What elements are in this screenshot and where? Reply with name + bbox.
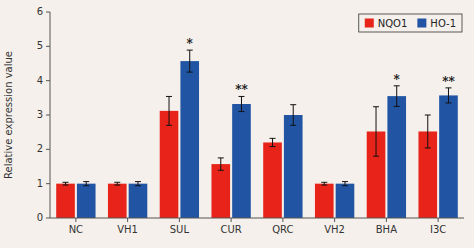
bar (56, 184, 75, 218)
bar (263, 142, 282, 218)
error-bar (83, 182, 89, 186)
y-tick (46, 183, 50, 184)
error-bar (321, 182, 327, 185)
x-tick (179, 218, 180, 222)
error-bar (135, 182, 141, 186)
x-tick (386, 218, 387, 222)
significance-label: * (187, 37, 194, 51)
error-bar (445, 88, 451, 103)
y-tick-label: 6 (37, 6, 43, 17)
x-tick (231, 218, 232, 222)
error-bar (342, 182, 348, 186)
bar (336, 184, 355, 218)
bar (160, 111, 179, 218)
error-bar (270, 138, 276, 146)
plot-area (56, 50, 458, 218)
legend-label: HO-1 (430, 18, 456, 29)
x-tick-label: NC (69, 224, 83, 235)
bar (77, 184, 96, 218)
x-tick (75, 218, 76, 222)
legend-swatch (365, 19, 374, 28)
y-tick-label: 4 (37, 75, 43, 86)
x-tick-label: QRC (272, 224, 293, 235)
significance-label: ** (235, 83, 248, 97)
x-tick (127, 218, 128, 222)
y-tick (46, 149, 50, 150)
bar (180, 61, 199, 218)
x-axis-line (50, 218, 464, 219)
chart-svg: 0 1 2 3 4 5 6 Relative expression value NC VH1 SUL… (0, 0, 474, 248)
y-tick (46, 218, 50, 219)
error-bar (187, 50, 193, 72)
error-bar (394, 86, 400, 107)
x-tick (282, 218, 283, 222)
x-tick-label: CUR (221, 224, 242, 235)
y-tick (46, 12, 50, 13)
x-tick-label: VH1 (117, 224, 138, 235)
error-bar (425, 115, 431, 148)
y-tick (46, 80, 50, 81)
error-bar (114, 182, 120, 185)
legend-swatch (417, 19, 426, 28)
error-bar (373, 107, 379, 156)
y-tick-label: 5 (37, 40, 43, 51)
x-tick-label: VH2 (324, 224, 345, 235)
y-tick (46, 46, 50, 47)
x-tick (334, 218, 335, 222)
y-tick-label: 3 (37, 109, 43, 120)
y-tick-label: 2 (37, 143, 43, 154)
bar (439, 95, 458, 218)
y-axis-line (50, 12, 51, 218)
legend-label: NQO1 (378, 18, 408, 29)
y-tick-label: 1 (37, 178, 43, 189)
y-tick-label: 0 (37, 212, 43, 223)
bar (387, 96, 406, 218)
bar (129, 184, 148, 218)
error-bar (218, 158, 224, 170)
x-tick-label: SUL (170, 224, 190, 235)
bar (232, 104, 251, 218)
bar (108, 184, 127, 218)
error-bar (166, 96, 172, 125)
chart-container: 0 1 2 3 4 5 6 Relative expression value NC VH1 SUL… (0, 0, 474, 248)
error-bar (238, 96, 244, 111)
legend: NQO1 HO-1 (359, 14, 462, 32)
error-bar (63, 182, 69, 185)
y-axis-label: Relative expression value (3, 51, 14, 179)
bar (315, 184, 334, 218)
bar (284, 115, 303, 218)
significance-label: * (394, 73, 401, 87)
y-tick (46, 115, 50, 116)
x-tick (438, 218, 439, 222)
bar (211, 164, 230, 218)
error-bar (290, 105, 296, 126)
x-tick-label: BHA (376, 224, 397, 235)
legend-frame (359, 14, 462, 32)
x-tick-label: I3C (430, 224, 446, 235)
significance-label: ** (442, 75, 455, 89)
